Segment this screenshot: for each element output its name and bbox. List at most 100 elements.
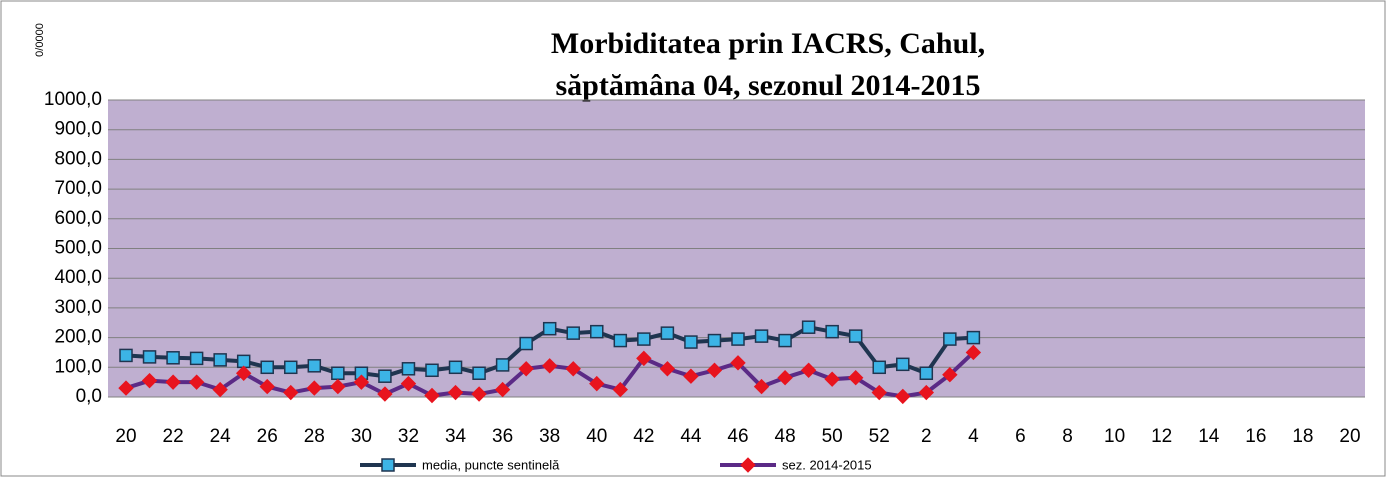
marker <box>778 333 792 348</box>
marker <box>331 366 345 380</box>
y-tick-label: 400,0 <box>54 267 102 288</box>
marker <box>918 384 935 401</box>
marker <box>707 333 722 348</box>
marker <box>213 353 227 367</box>
y-tick-label: 500,0 <box>54 238 102 259</box>
marker <box>800 362 817 378</box>
x-tick-label: 20 <box>115 426 136 447</box>
x-tick-label: 2 <box>921 426 932 447</box>
chart-title: Morbiditatea prin IACRS, Cahul, <box>551 27 985 60</box>
marker <box>494 381 511 398</box>
marker <box>424 387 440 404</box>
marker <box>141 372 158 389</box>
marker <box>565 361 581 377</box>
marker <box>330 378 346 395</box>
x-tick-label: 18 <box>1292 426 1313 447</box>
x-tick-label: 36 <box>492 426 513 447</box>
marker <box>166 351 180 365</box>
marker <box>353 374 370 390</box>
marker <box>871 384 887 401</box>
x-tick-label: 6 <box>1015 426 1026 447</box>
y-tick-label: 200,0 <box>54 327 102 348</box>
marker <box>165 374 181 390</box>
marker <box>942 367 958 383</box>
marker <box>919 366 934 380</box>
marker <box>283 384 299 401</box>
marker <box>872 360 886 375</box>
x-tick-label: 28 <box>304 426 325 447</box>
marker <box>259 378 275 395</box>
marker <box>753 378 770 395</box>
x-tick-label: 38 <box>539 426 560 447</box>
marker <box>637 332 651 346</box>
marker <box>754 329 769 343</box>
x-tick-label: 10 <box>1104 426 1125 447</box>
marker <box>306 380 323 396</box>
marker <box>260 360 274 375</box>
marker <box>541 358 558 374</box>
marker <box>659 361 676 377</box>
marker <box>825 324 839 339</box>
y-tick-label: 800,0 <box>54 148 102 169</box>
legend-item: media, puncte sentinelă <box>360 457 560 472</box>
y-tick-label: 1000,0 <box>44 89 102 110</box>
marker <box>188 374 205 390</box>
legend-label: media, puncte sentinelă <box>422 457 560 472</box>
marker <box>965 344 982 361</box>
marker <box>119 348 133 363</box>
marker <box>378 369 392 383</box>
y-tick-label: 900,0 <box>54 119 102 140</box>
x-tick-label: 24 <box>210 426 232 447</box>
marker <box>683 368 699 384</box>
legend-item: sez. 2014-2015 <box>720 457 872 473</box>
chart-subtitle: săptămâna 04, sezonul 2014-2015 <box>555 69 980 102</box>
legend-marker <box>381 458 395 472</box>
legend-marker <box>740 457 756 473</box>
x-tick-label: 32 <box>398 426 419 447</box>
marker <box>425 363 439 378</box>
marker <box>636 350 652 367</box>
marker <box>895 388 911 405</box>
marker <box>706 362 723 378</box>
marker <box>519 336 533 351</box>
marker <box>896 357 910 372</box>
marker <box>448 360 463 375</box>
x-tick-label: 22 <box>163 426 184 447</box>
marker <box>401 362 416 376</box>
marker <box>589 375 605 392</box>
marker <box>824 371 840 387</box>
marker <box>684 335 698 349</box>
y-tick-label: 300,0 <box>54 297 102 318</box>
y-tick-label: 600,0 <box>54 208 102 229</box>
marker <box>731 332 745 346</box>
marker <box>518 361 534 377</box>
marker <box>307 359 322 373</box>
x-tick-label: 46 <box>727 426 748 447</box>
x-tick-label: 14 <box>1198 426 1220 447</box>
marker <box>801 320 816 334</box>
marker <box>235 365 252 381</box>
marker <box>542 321 557 336</box>
y-tick-label: 0,0 <box>76 386 102 407</box>
marker <box>472 366 486 380</box>
marker <box>966 330 981 345</box>
marker <box>189 351 204 366</box>
x-tick-label: 42 <box>633 426 654 447</box>
marker <box>730 355 746 371</box>
x-tick-label: 20 <box>1339 426 1360 447</box>
marker <box>400 375 417 392</box>
x-tick-label: 52 <box>869 426 890 447</box>
x-tick-label: 26 <box>257 426 278 447</box>
y-tick-label: 700,0 <box>54 178 102 199</box>
marker <box>848 329 863 343</box>
x-tick-label: 30 <box>351 426 372 447</box>
marker <box>566 326 580 340</box>
marker <box>612 381 629 398</box>
marker <box>284 360 298 375</box>
x-tick-label: 12 <box>1151 426 1172 447</box>
marker <box>590 324 604 339</box>
marker <box>660 326 675 340</box>
marker <box>847 369 864 386</box>
x-tick-label: 50 <box>822 426 843 447</box>
